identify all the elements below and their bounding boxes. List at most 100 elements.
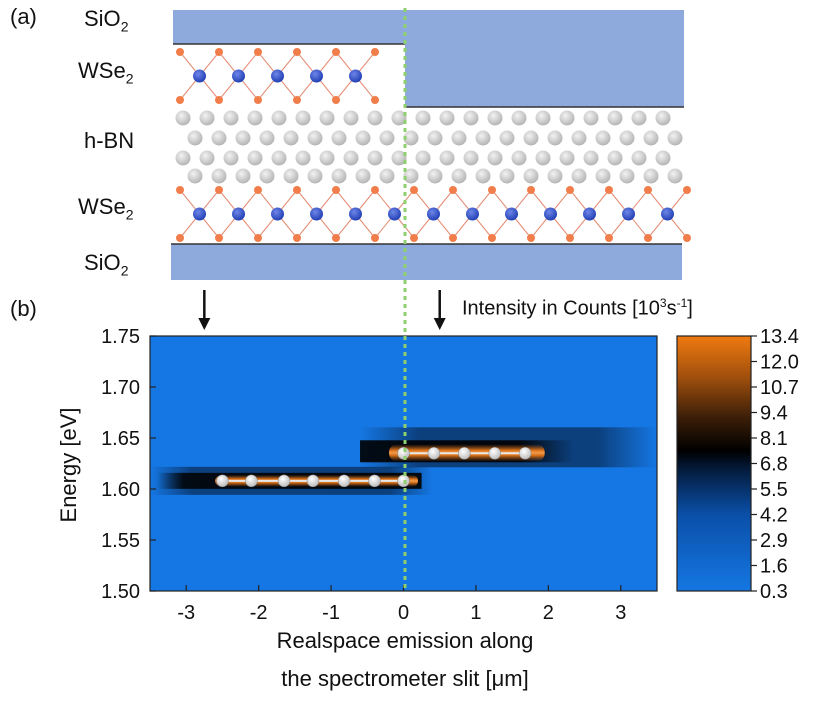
colorbar-tick-label: 2.9: [760, 530, 788, 552]
data-point: [518, 447, 532, 460]
se-atom: [332, 96, 340, 104]
se-atom: [527, 234, 535, 242]
hbn-atom: [199, 150, 215, 166]
y-axis-title: Energy [eV]: [56, 407, 81, 523]
hbn-atom: [463, 150, 479, 166]
data-point: [277, 474, 291, 488]
hbn-atom: [607, 150, 623, 166]
w-atom: [583, 207, 596, 221]
hbn-atom: [595, 168, 611, 184]
hbn-atom: [595, 130, 611, 146]
y-tick-label: 1.75: [101, 326, 140, 348]
w-atom: [505, 207, 518, 221]
colorbar-tick-label: 12.0: [760, 352, 799, 374]
w-atom: [193, 207, 206, 221]
hbn-atom: [307, 168, 323, 184]
hbn-atom: [211, 168, 227, 184]
hbn-atom: [667, 168, 683, 184]
hbn-atom: [451, 168, 467, 184]
data-point: [245, 474, 258, 488]
se-atom: [215, 186, 223, 194]
hbn-atom: [391, 110, 407, 126]
hbn-atom: [391, 150, 407, 166]
hbn-atom: [343, 150, 359, 166]
hbn-atom: [475, 168, 491, 184]
hbn-atom: [619, 130, 635, 146]
se-atom: [566, 234, 574, 242]
hbn-atom: [571, 168, 587, 184]
y-tick-label: 1.60: [101, 479, 140, 501]
hbn-atom: [583, 110, 599, 126]
colorbar-tick-label: 4.2: [760, 505, 788, 527]
hbn-atom: [247, 110, 263, 126]
se-atom: [488, 234, 496, 242]
y-tick-label: 1.50: [101, 581, 140, 603]
hbn-atom: [223, 110, 239, 126]
hbn-atom: [259, 168, 275, 184]
se-atom: [215, 234, 223, 242]
hbn-atom: [331, 130, 347, 146]
hbn-atom: [547, 130, 563, 146]
se-atom: [176, 48, 184, 56]
hbn-atom: [295, 110, 311, 126]
x-tick-label: 0: [398, 602, 409, 624]
se-atom: [566, 186, 574, 194]
x-tick-label: -2: [250, 602, 268, 624]
data-point: [306, 474, 320, 488]
x-tick-label: 1: [470, 602, 481, 624]
hbn-atom: [559, 150, 575, 166]
se-atom: [605, 234, 613, 242]
hbn-atom: [199, 110, 215, 126]
data-point: [458, 447, 471, 460]
hbn-atom: [487, 110, 503, 126]
se-atom: [332, 48, 340, 56]
hbn-atom: [367, 110, 383, 126]
se-atom: [605, 186, 613, 194]
hbn-atom: [511, 150, 527, 166]
hbn-atom: [403, 130, 419, 146]
x-axis-title-line2: the spectrometer slit [μm]: [281, 666, 529, 691]
hbn-atom: [427, 130, 443, 146]
w-atom: [271, 69, 284, 83]
hbn-atom: [607, 110, 623, 126]
hbn-atom: [523, 130, 539, 146]
colorbar-tick-label: 8.1: [760, 428, 788, 450]
position-arrow-head: [198, 318, 211, 330]
se-atom: [215, 96, 223, 104]
hbn-atom: [487, 150, 503, 166]
hbn-atom: [355, 168, 371, 184]
colorbar-tick-label: 5.5: [760, 479, 788, 501]
hbn-atom: [499, 130, 515, 146]
w-atom: [232, 69, 245, 83]
data-point: [488, 447, 502, 460]
se-atom: [371, 48, 379, 56]
hbn-atom: [559, 110, 575, 126]
hbn-atom: [475, 130, 491, 146]
hbn-atom: [643, 130, 659, 146]
hbn-atom: [415, 150, 431, 166]
se-atom: [683, 234, 691, 242]
hbn-atom: [259, 130, 275, 146]
se-atom: [488, 186, 496, 194]
se-atom: [254, 48, 262, 56]
hbn-atom: [535, 110, 551, 126]
hbn-atom: [319, 110, 335, 126]
se-atom: [449, 186, 457, 194]
se-atom: [332, 186, 340, 194]
hbn-atom: [547, 168, 563, 184]
se-atom: [176, 234, 184, 242]
se-atom: [215, 48, 223, 56]
hbn-atom: [643, 168, 659, 184]
hbn-atom: [655, 150, 671, 166]
hbn-atom: [187, 168, 203, 184]
y-tick-label: 1.65: [101, 428, 140, 450]
x-axis-title-line1: Realspace emission along: [276, 628, 534, 653]
se-atom: [644, 186, 652, 194]
hbn-atom: [535, 150, 551, 166]
hbn-atom: [667, 130, 683, 146]
hbn-atom: [235, 130, 251, 146]
layer-label-bottom-sio2: SiO2: [84, 250, 129, 279]
hbn-atom: [463, 110, 479, 126]
hbn-atom: [271, 110, 287, 126]
hbn-atom: [307, 130, 323, 146]
